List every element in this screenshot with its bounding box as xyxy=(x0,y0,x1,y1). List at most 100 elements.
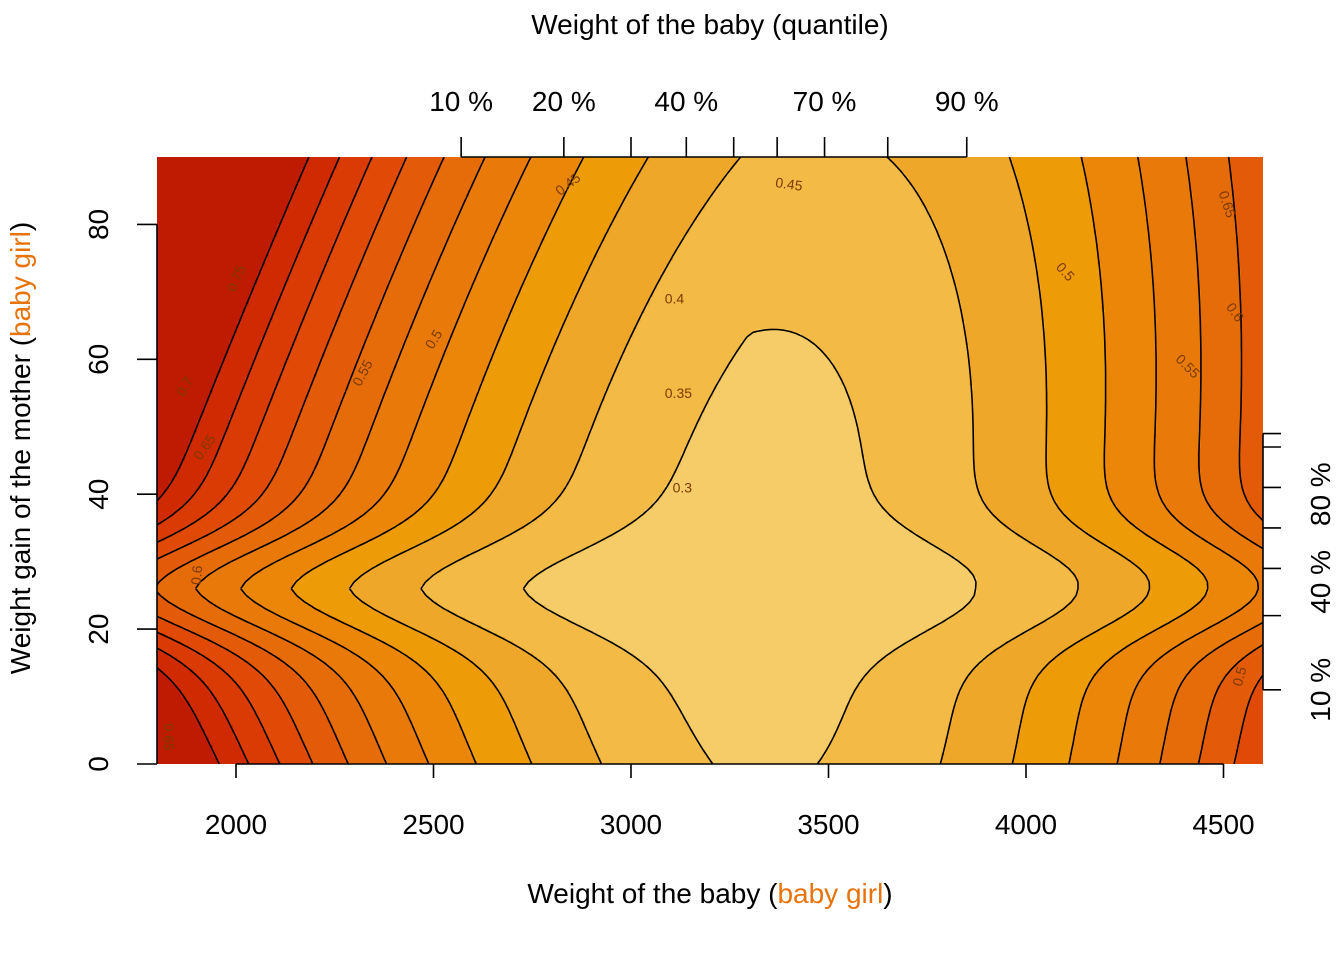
fill-cell xyxy=(665,169,670,174)
fill-cell xyxy=(205,197,210,202)
fill-cell xyxy=(1181,217,1186,222)
fill-cell xyxy=(925,173,930,178)
fill-cell xyxy=(405,185,410,190)
fill-cell xyxy=(641,209,646,214)
fill-cell xyxy=(845,173,850,178)
fill-cell xyxy=(237,217,242,222)
fill-cell xyxy=(1061,173,1066,178)
fill-cell xyxy=(1169,185,1174,190)
fill-cell xyxy=(829,217,834,222)
fill-cell xyxy=(925,201,930,206)
fill-cell xyxy=(1029,173,1034,178)
fill-cell xyxy=(581,189,586,194)
fill-cell xyxy=(181,169,186,174)
fill-cell xyxy=(729,213,734,218)
fill-cell xyxy=(593,173,598,178)
fill-cell xyxy=(1249,197,1254,202)
fill-cell xyxy=(753,209,758,214)
fill-cell xyxy=(285,173,290,178)
fill-cell xyxy=(461,165,466,170)
fill-cell xyxy=(945,197,950,202)
fill-cell xyxy=(1165,181,1170,186)
fill-cell xyxy=(1125,193,1130,198)
fill-cell xyxy=(629,213,634,218)
fill-cell xyxy=(1057,185,1062,190)
fill-cell xyxy=(1117,189,1122,194)
fill-cell xyxy=(201,181,206,186)
fill-cell xyxy=(181,173,186,178)
fill-cell xyxy=(509,221,514,226)
fill-cell xyxy=(405,213,410,218)
fill-cell xyxy=(845,169,850,174)
fill-cell xyxy=(301,217,306,222)
fill-cell xyxy=(377,157,382,162)
fill-cell xyxy=(713,169,718,174)
fill-cell xyxy=(353,181,358,186)
fill-cell xyxy=(1017,161,1022,166)
fill-cell xyxy=(825,165,830,170)
fill-cell xyxy=(489,205,494,210)
fill-cell xyxy=(1065,209,1070,214)
fill-cell xyxy=(429,193,434,198)
fill-cell xyxy=(933,181,938,186)
fill-cell xyxy=(301,197,306,202)
fill-cell xyxy=(1169,197,1174,202)
fill-cell xyxy=(689,197,694,202)
fill-cell xyxy=(849,201,854,206)
fill-cell xyxy=(585,209,590,214)
fill-cell xyxy=(1069,209,1074,214)
fill-cell xyxy=(1205,189,1210,194)
fill-cell xyxy=(933,165,938,170)
fill-cell xyxy=(449,173,454,178)
fill-cell xyxy=(213,205,218,210)
fill-cell xyxy=(1005,197,1010,202)
fill-cell xyxy=(485,173,490,178)
fill-cell xyxy=(401,185,406,190)
fill-cell xyxy=(989,161,994,166)
fill-cell xyxy=(325,157,330,162)
fill-cell xyxy=(533,213,538,218)
fill-cell xyxy=(209,197,214,202)
fill-cell xyxy=(1217,177,1222,182)
fill-cell xyxy=(1045,217,1050,222)
fill-cell xyxy=(761,169,766,174)
fill-cell xyxy=(1157,209,1162,214)
fill-cell xyxy=(761,173,766,178)
fill-cell xyxy=(1089,161,1094,166)
fill-cell xyxy=(885,189,890,194)
fill-cell xyxy=(1073,157,1078,162)
fill-cell xyxy=(713,181,718,186)
fill-cell xyxy=(685,173,690,178)
fill-cell xyxy=(657,161,662,166)
fill-cell xyxy=(545,201,550,206)
fill-cell xyxy=(785,161,790,166)
fill-cell xyxy=(645,193,650,198)
fill-cell xyxy=(945,217,950,222)
fill-cell xyxy=(1245,173,1250,178)
fill-cell xyxy=(833,165,838,170)
fill-cell xyxy=(205,169,210,174)
fill-cell xyxy=(317,161,322,166)
fill-cell xyxy=(633,169,638,174)
fill-cell xyxy=(829,173,834,178)
fill-cell xyxy=(949,165,954,170)
fill-cell xyxy=(1121,189,1126,194)
fill-cell xyxy=(381,193,386,198)
fill-cell xyxy=(1161,181,1166,186)
fill-cell xyxy=(641,177,646,182)
fill-cell xyxy=(809,181,814,186)
fill-cell xyxy=(345,193,350,198)
fill-cell xyxy=(573,193,578,198)
fill-cell xyxy=(177,221,182,226)
fill-cell xyxy=(185,161,190,166)
fill-cell xyxy=(317,209,322,214)
fill-cell xyxy=(289,217,294,222)
fill-cell xyxy=(837,197,842,202)
fill-cell xyxy=(653,161,658,166)
fill-cell xyxy=(1133,193,1138,198)
fill-cell xyxy=(453,185,458,190)
fill-cell xyxy=(713,173,718,178)
fill-cell xyxy=(533,221,538,226)
fill-cell xyxy=(469,177,474,182)
fill-cell xyxy=(545,161,550,166)
